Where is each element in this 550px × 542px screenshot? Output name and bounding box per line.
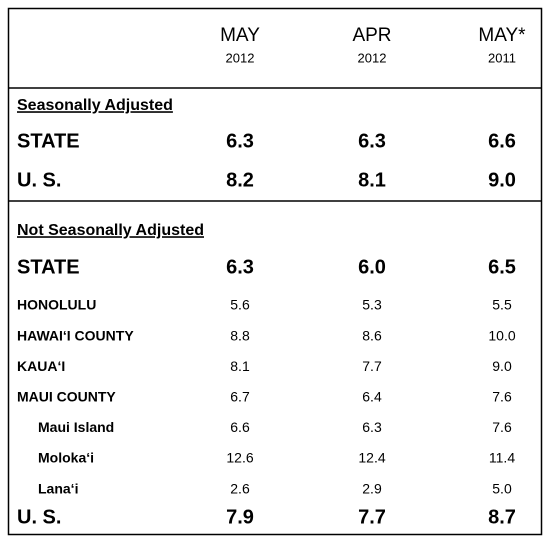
column-month: APR <box>352 25 391 46</box>
row-label: STATE <box>17 130 80 152</box>
cell-value: 6.4 <box>362 389 382 405</box>
row-label: KAUA‘I <box>17 358 65 374</box>
cell-value: 10.0 <box>488 327 515 343</box>
cell-value: 6.0 <box>358 256 386 278</box>
cell-value: 6.7 <box>230 389 250 405</box>
cell-value: 12.6 <box>226 450 253 466</box>
cell-value: 11.4 <box>489 450 515 466</box>
row-label: U. S. <box>17 506 61 528</box>
row-label: Maui Island <box>38 419 114 435</box>
section-title: Seasonally Adjusted <box>17 97 173 114</box>
cell-value: 7.7 <box>362 358 382 374</box>
cell-value: 9.0 <box>492 358 512 374</box>
cell-value: 8.7 <box>488 506 516 528</box>
column-year: 2012 <box>358 50 387 65</box>
cell-value: 5.5 <box>492 297 512 313</box>
cell-value: 12.4 <box>358 450 385 466</box>
cell-value: 8.8 <box>230 327 250 343</box>
cell-value: 8.1 <box>358 169 386 191</box>
cell-value: 5.6 <box>230 297 250 313</box>
column-month: MAY <box>220 25 260 46</box>
column-year: 2012 <box>226 50 255 65</box>
cell-value: 7.6 <box>492 419 512 435</box>
cell-value: 6.3 <box>226 256 254 278</box>
section-title: Not Seasonally Adjusted <box>17 222 204 239</box>
row-label: STATE <box>17 256 80 278</box>
cell-value: 6.6 <box>488 130 516 152</box>
row-label: MAUI COUNTY <box>17 389 116 405</box>
cell-value: 6.3 <box>362 419 382 435</box>
row-label: U. S. <box>17 169 61 191</box>
column-month: MAY* <box>478 25 526 46</box>
cell-value: 8.6 <box>362 327 382 343</box>
cell-value: 2.6 <box>230 480 250 496</box>
cell-value: 7.7 <box>358 506 386 528</box>
row-label: HONOLULU <box>17 297 96 313</box>
row-label: HAWAI‘I COUNTY <box>17 327 134 343</box>
cell-value: 9.0 <box>488 169 516 191</box>
cell-value: 5.3 <box>362 297 382 313</box>
column-year: 2011 <box>488 50 516 65</box>
row-label: Moloka‘i <box>38 450 94 466</box>
cell-value: 8.1 <box>230 358 250 374</box>
cell-value: 6.6 <box>230 419 250 435</box>
cell-value: 7.6 <box>492 389 512 405</box>
cell-value: 7.9 <box>226 506 254 528</box>
cell-value: 6.5 <box>488 256 516 278</box>
cell-value: 6.3 <box>358 130 386 152</box>
row-label: Lana‘i <box>38 480 78 496</box>
cell-value: 5.0 <box>492 480 512 496</box>
cell-value: 6.3 <box>226 130 254 152</box>
cell-value: 8.2 <box>226 169 254 191</box>
cell-value: 2.9 <box>362 480 382 496</box>
table-border <box>7 7 543 536</box>
